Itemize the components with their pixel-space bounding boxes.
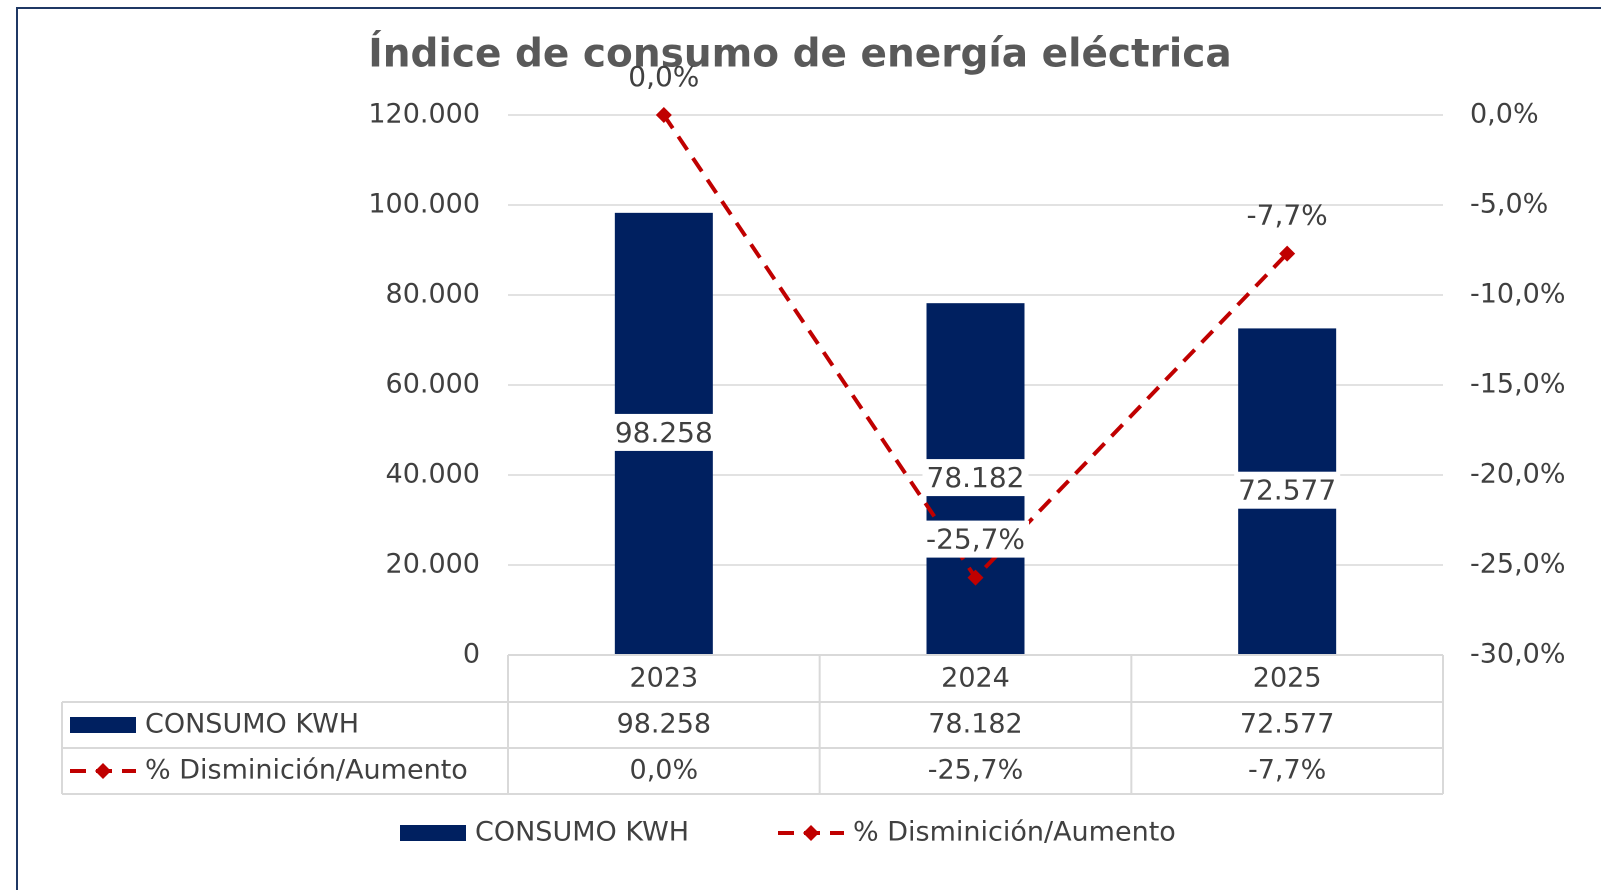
legend-label: CONSUMO KWH — [475, 817, 689, 848]
y-tick-label: 0 — [463, 639, 480, 670]
data-label: 0,0% — [628, 60, 699, 93]
data-label-bg — [1234, 471, 1341, 509]
y2-tick-label: -5,0% — [1470, 189, 1548, 220]
x-tick-label: 2025 — [1253, 663, 1322, 694]
chart-frame — [16, 7, 1601, 890]
line-marker — [1279, 245, 1296, 262]
y2-tick-label: -15,0% — [1470, 369, 1566, 400]
data-label: 98.258 — [615, 416, 713, 449]
y-tick-label: 100.000 — [368, 189, 480, 220]
y2-tick-label: 0,0% — [1470, 99, 1539, 130]
data-label: 78.182 — [927, 461, 1025, 494]
line-marker — [967, 569, 984, 586]
legend-swatch — [70, 717, 136, 733]
table-row-label: CONSUMO KWH — [145, 709, 359, 740]
y-tick-label: 20.000 — [386, 549, 480, 580]
x-tick-label: 2024 — [941, 663, 1010, 694]
legend-swatch — [400, 825, 466, 841]
legend-label: % Disminición/Aumento — [853, 817, 1176, 848]
data-label-bg — [610, 413, 717, 451]
y-tick-label: 120.000 — [368, 99, 480, 130]
legend-marker — [95, 763, 111, 779]
y-tick-label: 60.000 — [386, 369, 480, 400]
y2-tick-label: -20,0% — [1470, 459, 1566, 490]
table-cell: -7,7% — [1248, 755, 1326, 786]
y-tick-label: 80.000 — [386, 279, 480, 310]
table-cell: 72.577 — [1240, 709, 1334, 740]
data-label: -25,7% — [926, 523, 1025, 556]
chart-title: Índice de consumo de energía eléctrica — [368, 30, 1231, 77]
data-label: 72.577 — [1238, 474, 1336, 507]
x-tick-label: 2023 — [629, 663, 698, 694]
y2-tick-label: -10,0% — [1470, 279, 1566, 310]
table-cell: 98.258 — [617, 709, 711, 740]
y-tick-label: 40.000 — [386, 459, 480, 490]
line-marker — [655, 107, 672, 123]
table-cell: 0,0% — [630, 755, 699, 786]
table-cell: 78.182 — [928, 709, 1022, 740]
table-cell: -25,7% — [928, 755, 1024, 786]
data-label: -7,7% — [1247, 199, 1328, 232]
table-row-label: % Disminición/Aumento — [145, 755, 468, 786]
data-label-bg — [922, 459, 1029, 497]
data-label-bg — [921, 520, 1030, 558]
y2-tick-label: -30,0% — [1470, 639, 1566, 670]
legend-marker — [803, 825, 819, 841]
y2-tick-label: -25,0% — [1470, 549, 1566, 580]
